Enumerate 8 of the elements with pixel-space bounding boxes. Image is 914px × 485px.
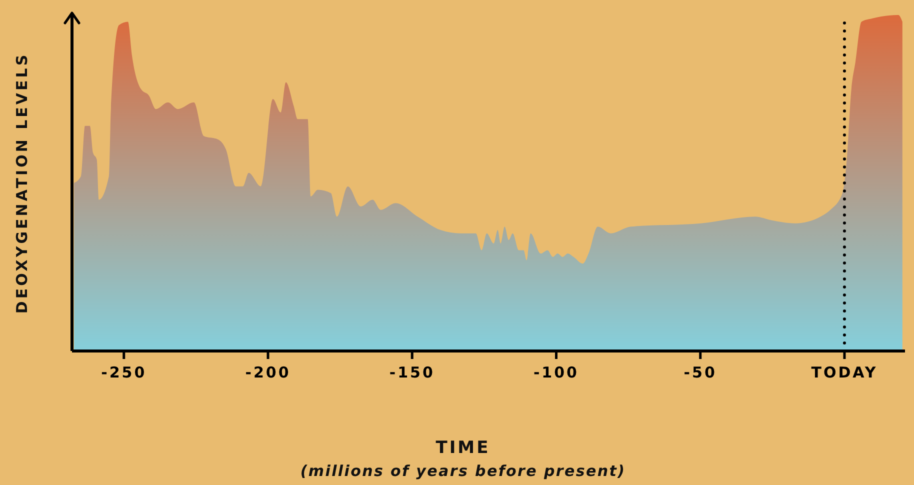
x-tick-label: -250 <box>101 364 147 382</box>
x-axis-title: TIME (millions of years before present) <box>299 438 627 480</box>
x-tick-label: -150 <box>389 364 435 382</box>
y-axis-title: DEOXYGENATION LEVELS <box>13 52 31 314</box>
x-tick-label: -200 <box>245 364 291 382</box>
x-tick-label: -50 <box>684 364 717 382</box>
x-tick-label: TODAY <box>811 364 878 382</box>
x-tick-label: -100 <box>533 364 580 382</box>
